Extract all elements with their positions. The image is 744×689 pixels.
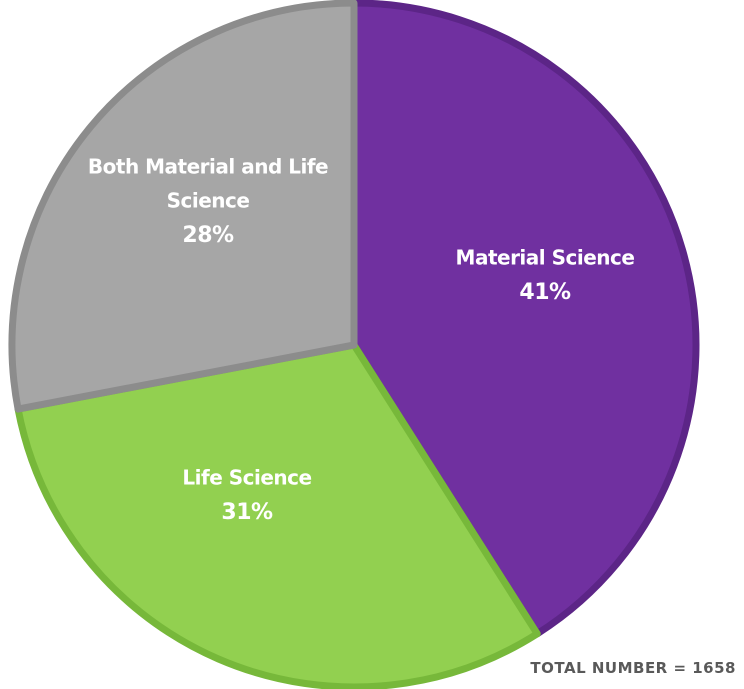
slice-label-group-material-science: Material Science 41%	[456, 246, 635, 306]
pie-slices	[8, 0, 700, 689]
slice-percent-label: 41%	[519, 280, 571, 305]
slice-name-label: Life Science	[182, 466, 311, 490]
slice-name-label: Science	[167, 189, 250, 213]
slice-name-label: Material Science	[456, 246, 635, 270]
slice-percent-label: 28%	[182, 223, 234, 248]
pie-slice-both-material-and-life-science	[8, 0, 358, 413]
slice-name-label: Both Material and Life	[88, 155, 328, 179]
slice-percent-label: 31%	[221, 500, 273, 525]
pie-labels: Material Science 41% Life Science 31% Both M…	[88, 155, 635, 526]
total-number-annotation: TOTAL NUMBER = 1658	[530, 659, 736, 677]
slice-label-group-both-material-and-life-science: Both Material and Life Science 28%	[88, 155, 329, 249]
pie-slice-life-science	[14, 341, 541, 689]
slice-label-group-life-science: Life Science 31%	[182, 466, 312, 526]
